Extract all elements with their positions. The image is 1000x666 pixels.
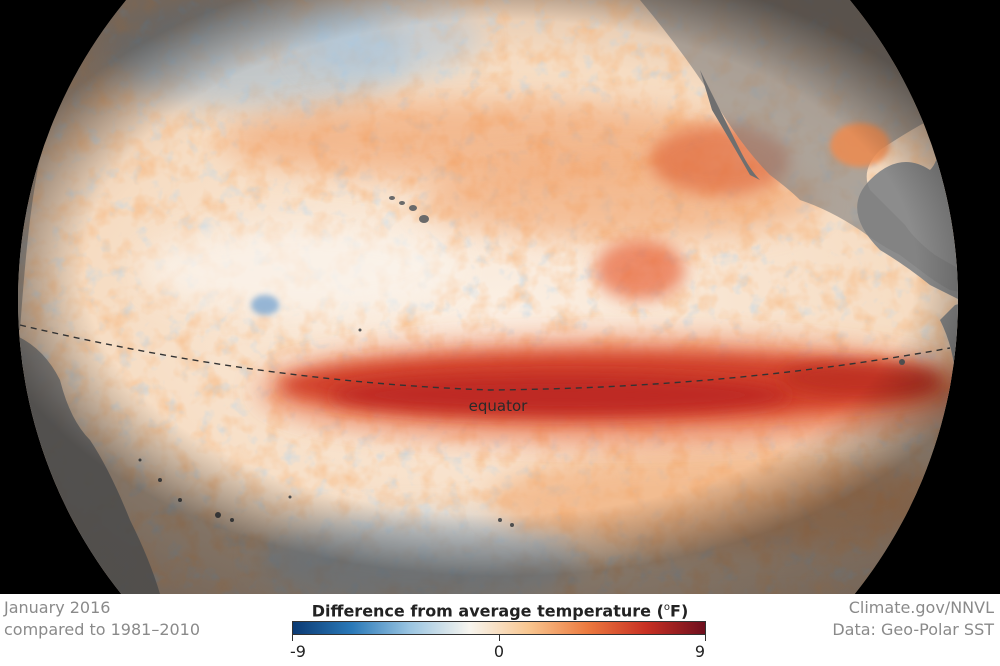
scale-max-label: 9 xyxy=(694,642,706,661)
degree-symbol: o xyxy=(663,602,671,613)
map-footer: January 2016 compared to 1981–2010 Diffe… xyxy=(0,594,1000,666)
color-scale-bar xyxy=(292,621,706,635)
map-date: January 2016 xyxy=(4,598,111,617)
tick-mark-mid xyxy=(499,635,500,641)
legend-title-text: Difference from average temperature xyxy=(311,601,652,621)
baseline-period: compared to 1981–2010 xyxy=(4,620,201,639)
anomaly-map: equator xyxy=(18,0,958,594)
data-source-text: Data: Geo-Polar SST xyxy=(832,620,994,639)
globe-map: equator xyxy=(18,0,958,594)
legend-title: Difference from average temperature (oF) xyxy=(311,601,689,621)
globe-limb-shading xyxy=(18,0,958,594)
equator-label: equator xyxy=(469,397,529,415)
scale-min-label: -9 xyxy=(290,642,306,661)
credit-text: Climate.gov/NNVL xyxy=(848,598,994,617)
tick-mark-max xyxy=(705,635,706,641)
tick-mark-min xyxy=(292,635,293,641)
equator-line xyxy=(19,324,951,391)
scale-mid-label: 0 xyxy=(493,642,505,661)
unit-letter: F xyxy=(670,601,681,621)
